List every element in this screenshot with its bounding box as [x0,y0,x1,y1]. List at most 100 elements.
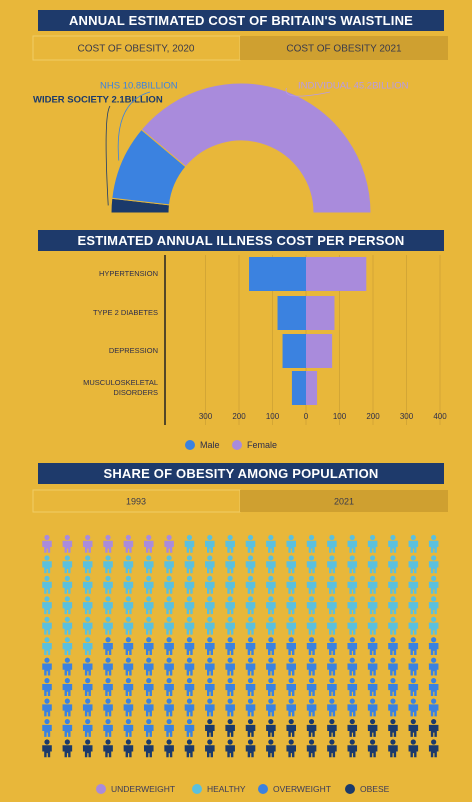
person-icon [205,637,215,656]
person-icon [388,555,398,574]
person-icon [245,616,256,635]
person-icon [103,575,113,594]
legend-label: OBESE [360,784,390,794]
person-icon [123,555,134,574]
x-tick-label: 300 [400,412,414,421]
leader-line [285,87,331,97]
tab-label: 1993 [126,496,146,506]
leader-line [105,105,111,206]
person-icon [286,555,296,574]
person-icon [286,637,296,656]
person-icon [225,575,235,594]
person-icon [266,678,276,696]
person-icon [347,718,358,737]
person-icon [42,555,52,574]
person-icon [347,534,358,553]
person-icon [306,534,317,553]
person-icon [62,739,73,758]
person-icon [205,718,215,737]
person-icon [62,718,73,737]
person-icon [388,575,398,594]
person-icon [82,555,93,574]
person-icon [143,657,154,676]
person-icon [42,534,52,553]
person-icon [408,555,419,574]
person-icon [62,575,73,594]
person-icon [327,698,337,717]
person-icon [164,575,174,594]
bar [306,334,333,368]
legend-label: UNDERWEIGHT [111,784,175,794]
person-icon [428,637,439,656]
person-icon [82,698,93,717]
person-icon [327,637,337,656]
person-icon [42,637,52,656]
person-icon [266,575,276,594]
legend-label: HEALTHY [207,784,246,794]
person-icon [428,739,439,758]
chart-title: ESTIMATED ANNUAL ILLNESS COST PER PERSON [38,230,444,251]
person-icon [42,596,52,615]
tab[interactable] [240,36,448,60]
person-icon [388,698,398,717]
legend-swatch [96,784,106,794]
person-icon [164,739,174,758]
person-icon [408,698,419,717]
person-icon [266,555,276,574]
person-icon [205,596,215,615]
legend-swatch [345,784,355,794]
person-icon [327,739,337,758]
person-icon [408,616,419,635]
bar [291,371,306,405]
person-icon [205,739,215,758]
person-icon [42,657,52,676]
person-icon [245,698,256,717]
person-icon [245,718,256,737]
tab[interactable] [32,35,241,61]
person-icon [327,616,337,635]
person-icon [388,596,398,615]
person-icon [42,739,52,758]
person-icon [245,739,256,758]
person-icon [347,596,358,615]
person-icon [103,718,113,737]
person-icon [82,575,93,594]
person-icon [184,555,195,574]
person-icon [82,637,93,656]
person-icon [367,718,378,737]
person-icon [245,575,256,594]
person-icon [408,739,419,758]
y-tick-label: HYPERTENSION [98,269,158,278]
person-icon [266,616,276,635]
person-icon [103,678,113,696]
person-icon [225,678,235,696]
person-icon [164,534,174,553]
x-tick-label: 300 [199,412,213,421]
person-icon [62,555,73,574]
donut-segment [140,82,372,214]
person-icon [62,657,73,676]
person-icon [408,596,419,615]
legend-swatch [232,440,242,450]
legend-label: OVERWEIGHT [273,784,331,794]
person-icon [245,657,256,676]
person-icon [164,596,174,615]
person-icon [347,616,358,635]
person-icon [286,678,296,696]
person-icon [367,555,378,574]
person-icon [225,657,235,676]
person-icon [62,616,73,635]
person-icon [367,739,378,758]
person-icon [184,698,195,717]
person-icon [164,637,174,656]
person-icon [184,534,195,553]
person-icon [123,698,134,717]
person-icon [184,637,195,656]
tab[interactable] [240,490,448,512]
person-icon [327,555,337,574]
person-icon [205,698,215,717]
person-icon [205,657,215,676]
person-icon [408,718,419,737]
person-icon [367,575,378,594]
